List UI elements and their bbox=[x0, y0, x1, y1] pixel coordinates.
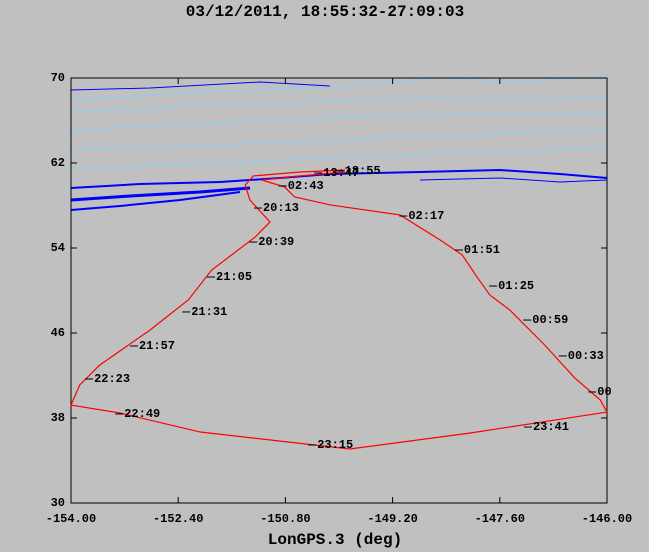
y-tick-label: 46 bbox=[51, 326, 65, 340]
annotation: 21:05 bbox=[216, 270, 252, 284]
track-line bbox=[70, 169, 608, 450]
annotation: 18:55 bbox=[345, 164, 381, 178]
x-tick-label: -149.20 bbox=[367, 512, 417, 526]
coastlines bbox=[70, 75, 608, 211]
x-tick-label: -146.00 bbox=[582, 512, 632, 526]
chart-title: 03/12/2011, 18:55:32-27:09:03 bbox=[186, 3, 464, 21]
annotation: 01:51 bbox=[464, 243, 500, 257]
x-tick-label: -147.60 bbox=[475, 512, 525, 526]
annotation: 00:59 bbox=[532, 313, 568, 327]
annotation: 21:31 bbox=[191, 305, 227, 319]
x-tick-label: -154.00 bbox=[46, 512, 96, 526]
annotation: 01:25 bbox=[498, 279, 534, 293]
y-tick-label: 54 bbox=[51, 241, 65, 255]
y-tick-label: 62 bbox=[51, 156, 65, 170]
annotation: 00 bbox=[597, 385, 611, 399]
annotation: 22:23 bbox=[94, 372, 130, 386]
y-tick-label: 38 bbox=[51, 411, 65, 425]
annotation: 13:47 bbox=[323, 166, 359, 180]
x-tick-label: -152.40 bbox=[153, 512, 203, 526]
annotation: 22:49 bbox=[124, 407, 160, 421]
annotation: 21:57 bbox=[139, 339, 175, 353]
plot-frame bbox=[70, 77, 608, 504]
annotation: 23:15 bbox=[317, 438, 353, 452]
annotation: 20:39 bbox=[258, 235, 294, 249]
y-tick-label: 70 bbox=[51, 71, 65, 85]
x-axis-label: LonGPS.3 (deg) bbox=[268, 531, 402, 549]
annotation: 02:43 bbox=[288, 179, 324, 193]
annotation: 23:41 bbox=[533, 420, 569, 434]
annotation: 20:13 bbox=[263, 201, 299, 215]
annotation: 00:33 bbox=[568, 349, 604, 363]
x-tick-label: -150.80 bbox=[260, 512, 310, 526]
annotation: 02:17 bbox=[408, 209, 444, 223]
y-tick-label: 30 bbox=[51, 496, 65, 510]
